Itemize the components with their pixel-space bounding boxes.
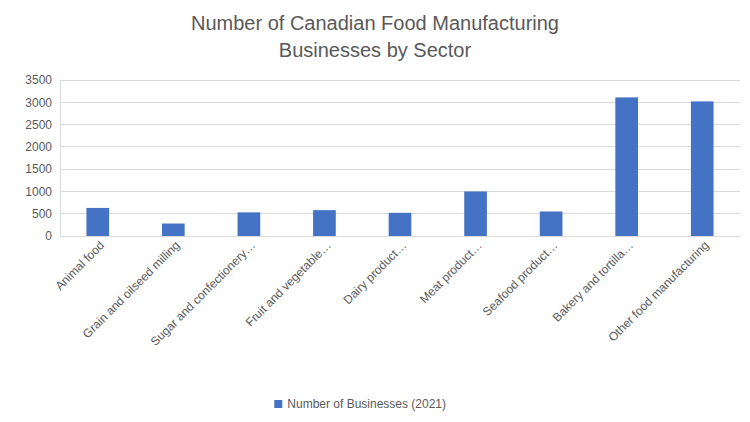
y-tick: 3000 (25, 96, 60, 110)
x-tick-label: Dairy product… (340, 238, 409, 307)
bars (86, 97, 713, 236)
chart: Number of Canadian Food Manufacturing Bus… (0, 0, 750, 422)
legend-swatch (274, 400, 282, 408)
bar (540, 211, 563, 236)
bar (389, 213, 412, 236)
y-tick: 2500 (25, 118, 60, 132)
x-tick: Fruit and vegetable… (243, 236, 334, 329)
y-tick-label: 3000 (25, 96, 52, 110)
y-axis-line (60, 81, 61, 237)
bar (313, 210, 336, 236)
x-tick: Meat product… (417, 236, 485, 306)
grid-line (60, 80, 740, 81)
title: Number of Canadian Food Manufacturing (191, 12, 559, 34)
x-tick-label: Other food manufacturing (605, 238, 711, 344)
x-axis: Animal foodGrain and oilseed millingSuga… (52, 236, 740, 349)
y-tick: 1500 (25, 162, 60, 176)
bar (238, 212, 261, 236)
x-tick: Bakery and tortilla… (550, 236, 636, 325)
x-tick-label: Bakery and tortilla… (550, 238, 636, 324)
x-tick: Other food manufacturing (605, 236, 711, 344)
title-group: Number of Canadian Food Manufacturing Bus… (191, 12, 559, 61)
x-tick: Dairy product… (340, 236, 409, 307)
legend-label: Number of Businesses (2021) (287, 397, 446, 411)
legend: Number of Businesses (2021) (274, 397, 446, 411)
x-tick: Animal food (52, 236, 107, 293)
x-tick-label: Animal food (52, 238, 107, 293)
y-tick-label: 3500 (25, 73, 52, 87)
y-tick-label: 2500 (25, 118, 52, 132)
bar (86, 208, 109, 236)
y-tick-label: 1000 (25, 185, 52, 199)
bar (691, 101, 714, 236)
x-axis-line (61, 236, 741, 237)
y-tick: 3500 (25, 73, 60, 87)
y-tick: 0 (45, 229, 60, 243)
bar (615, 97, 638, 236)
x-tick: Seafood product… (480, 236, 561, 319)
y-tick: 1000 (25, 185, 60, 199)
bar (464, 191, 487, 236)
y-tick-label: 2000 (25, 140, 52, 154)
y-axis: 0 500 1000 1500 2000 2500 3000 3500 (25, 73, 60, 243)
y-tick-label: 500 (32, 207, 52, 221)
title: Businesses by Sector (279, 39, 472, 61)
grid (60, 80, 740, 236)
y-tick-label: 0 (45, 229, 52, 243)
y-tick: 500 (32, 207, 60, 221)
x-tick-label: Seafood product… (480, 238, 561, 319)
x-tick-label: Meat product… (417, 238, 485, 306)
y-tick: 2000 (25, 140, 60, 154)
x-tick-label: Sugar and confectionery… (148, 238, 258, 348)
x-tick-label: Fruit and vegetable… (243, 238, 334, 329)
y-tick-label: 1500 (25, 162, 52, 176)
bar (162, 224, 185, 236)
x-tick: Sugar and confectionery… (148, 236, 258, 349)
